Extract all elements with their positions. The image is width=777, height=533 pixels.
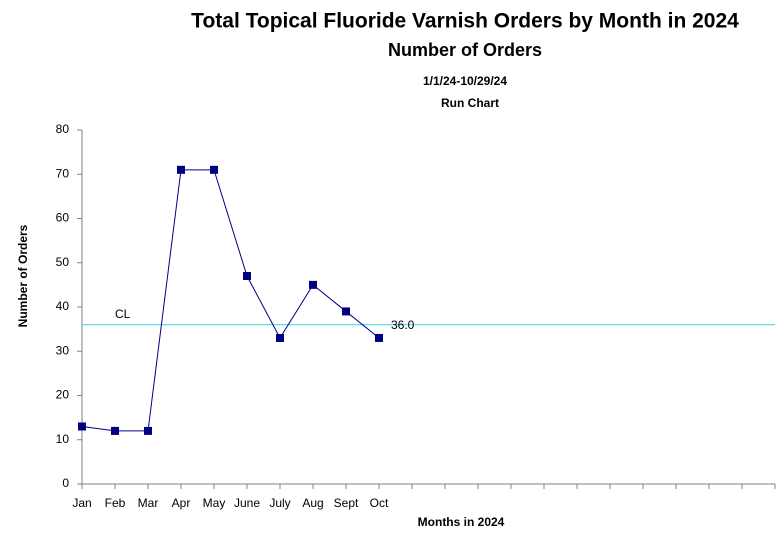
data-point bbox=[243, 272, 251, 281]
chart-title: Total Topical Fluoride Varnish Orders by… bbox=[191, 10, 739, 33]
y-tick-label: 10 bbox=[56, 432, 70, 446]
chart-subtitle: Number of Orders bbox=[388, 40, 542, 60]
data-point bbox=[342, 307, 350, 316]
data-point bbox=[276, 333, 284, 342]
series-line bbox=[81, 169, 380, 432]
center-line-value: 36.0 bbox=[391, 318, 415, 332]
x-tick-label: Apr bbox=[172, 496, 191, 510]
chart-kind: Run Chart bbox=[441, 96, 499, 110]
y-tick-label: 70 bbox=[56, 166, 70, 180]
data-point bbox=[177, 165, 185, 174]
x-tick-label: Oct bbox=[370, 496, 389, 510]
y-tick-label: 80 bbox=[56, 122, 70, 136]
y-tick-label: 30 bbox=[56, 343, 70, 357]
y-axis-label: Number of Orders bbox=[16, 224, 30, 327]
data-point bbox=[111, 426, 119, 435]
x-tick-label: Mar bbox=[138, 496, 159, 510]
x-tick-label: Feb bbox=[105, 496, 126, 510]
x-tick-label: May bbox=[203, 496, 226, 510]
data-point bbox=[78, 422, 86, 431]
x-tick-label: Aug bbox=[302, 496, 323, 510]
data-point bbox=[144, 426, 152, 435]
y-tick-label: 60 bbox=[56, 211, 70, 225]
date-range: 1/1/24-10/29/24 bbox=[423, 74, 507, 88]
y-tick-label: 50 bbox=[56, 255, 70, 269]
x-tick-label: Jan bbox=[72, 496, 91, 510]
center-line-label: CL bbox=[115, 307, 131, 321]
y-tick-label: 20 bbox=[56, 388, 70, 402]
x-axis-label: Months in 2024 bbox=[418, 515, 505, 529]
x-tick-label: July bbox=[269, 496, 290, 510]
y-tick-label: 40 bbox=[56, 299, 70, 313]
x-tick-label: June bbox=[234, 496, 260, 510]
data-point bbox=[375, 333, 383, 342]
y-tick-label: 0 bbox=[62, 476, 69, 490]
data-point bbox=[210, 165, 218, 174]
x-tick-label: Sept bbox=[334, 496, 359, 510]
data-point bbox=[309, 280, 317, 289]
